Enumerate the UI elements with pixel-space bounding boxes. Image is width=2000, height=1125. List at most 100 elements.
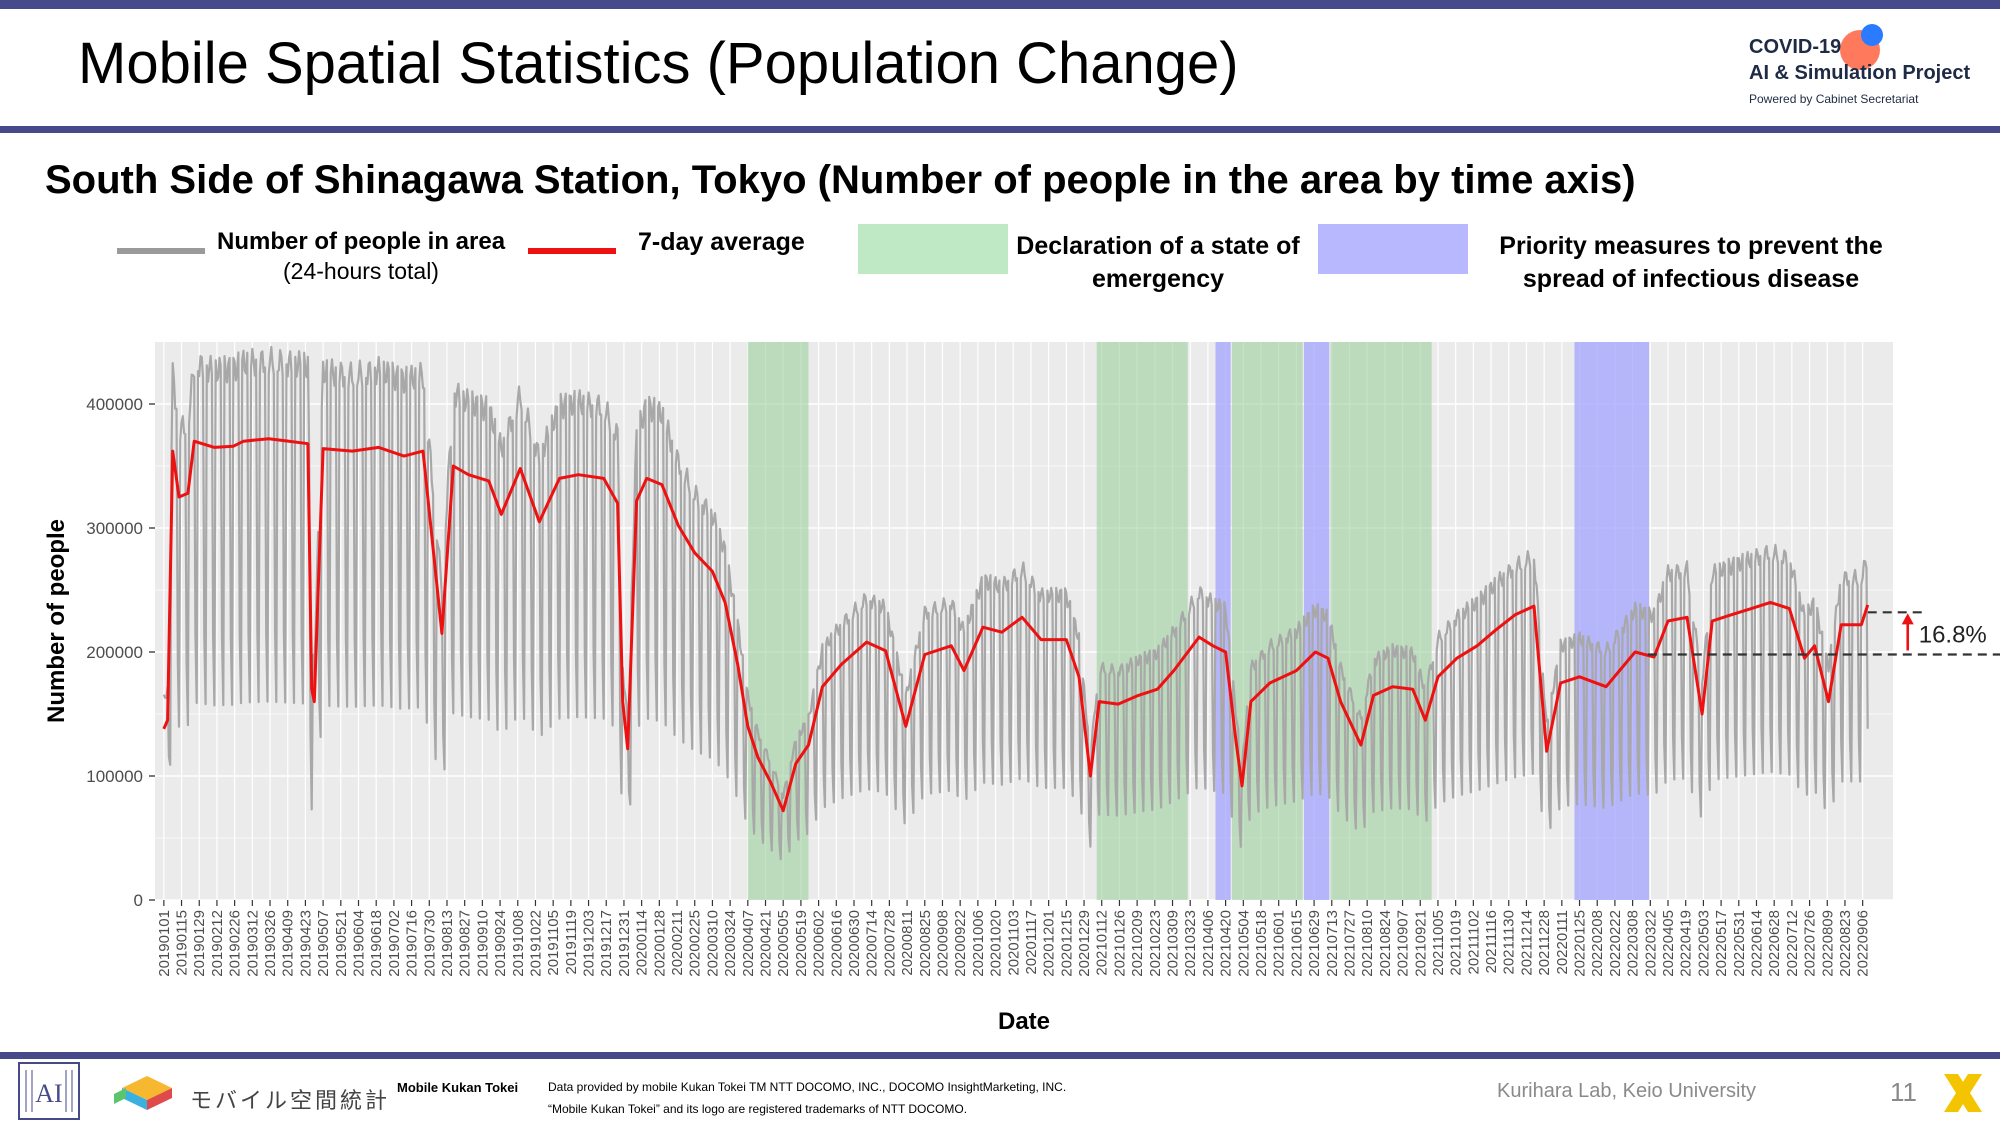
top-band: [0, 0, 2000, 9]
x-tick-label: 20210810: [1359, 910, 1376, 977]
x-tick-label: 20190618: [368, 910, 385, 977]
x-tick-label: 20200908: [934, 910, 951, 977]
x-tick-label: 20220809: [1819, 910, 1836, 977]
priority-band: [1574, 342, 1650, 900]
x-tick-label: 20191203: [581, 910, 598, 977]
x-tick-label: 20210112: [1094, 910, 1111, 976]
x-tick-label: 20191231: [616, 910, 633, 977]
x-tick-label: 20211116: [1483, 910, 1500, 973]
x-tick-label: 20200505: [775, 910, 792, 977]
x-tick-label: 20201006: [970, 910, 987, 977]
legend-avg-swatch: [528, 248, 616, 254]
legend-raw-label: Number of people in area: [217, 228, 506, 255]
x-tick-label: 20190924: [492, 910, 509, 977]
x-tick-label: 20190129: [191, 910, 208, 977]
legend-priority-swatch: [1318, 224, 1468, 274]
x-tick-label: 20220503: [1695, 910, 1712, 977]
x-tick-label: 20200922: [952, 910, 969, 977]
legend-avg-label: 7-day average: [638, 228, 805, 256]
x-tick-label: 20200728: [881, 910, 898, 977]
x-tick-label: 20220726: [1802, 910, 1819, 977]
x-tick-label: 20190409: [280, 910, 297, 977]
x-tick-label: 20190702: [386, 910, 403, 977]
x-tick-label: 20201117: [1023, 910, 1040, 975]
x-tick-label: 20190226: [227, 910, 244, 977]
covid-ai-logo: COVID-19 AI & Simulation Project Powered…: [1745, 22, 1985, 117]
emergency-band: [1330, 342, 1432, 900]
x-tick-label: 20210907: [1395, 910, 1412, 977]
x-tick-label: 20210615: [1288, 910, 1305, 977]
y-tick-label: 400000: [86, 395, 143, 414]
mobile-kukan-cube-icon: [114, 1076, 172, 1110]
x-tick-label: 20211214: [1518, 910, 1535, 976]
x-tick-label: 20190101: [156, 910, 173, 977]
x-tick-label: 20210126: [1111, 910, 1128, 977]
x-tick-label: 20220125: [1572, 910, 1589, 977]
y-tick-label: 0: [134, 891, 143, 910]
x-tick-label: 20210223: [1147, 910, 1164, 977]
x-tick-label: 20210323: [1182, 910, 1199, 977]
x-tick-label: 20190115: [174, 910, 191, 976]
x-tick-label: 20200630: [846, 910, 863, 977]
x-tick-label: 20210209: [1129, 910, 1146, 977]
x-tick-label: 20220405: [1660, 910, 1677, 977]
logo-line-3: Powered by Cabinet Secretariat: [1749, 92, 1919, 106]
avg-series-line: [162, 437, 1870, 813]
x-tick-label: 20191217: [598, 910, 615, 977]
x-tick-label: 20211005: [1430, 910, 1447, 976]
raw-series-line: [162, 345, 1869, 861]
x-tick-label: 20201229: [1076, 910, 1093, 977]
x-tick-label: 20200519: [793, 910, 810, 977]
x-tick-label: 20220906: [1855, 910, 1872, 977]
x-tick-label: 20190212: [209, 910, 226, 977]
x-tick-label: 20200421: [758, 910, 775, 977]
y-tick-label: 300000: [86, 519, 143, 538]
lab-name: Kurihara Lab, Keio University: [1497, 1080, 1757, 1102]
x-tick-label: 20190507: [315, 910, 332, 977]
x-tick-label: 20210601: [1271, 910, 1288, 977]
x-tick-label: 20190326: [262, 910, 279, 977]
x-tick-label: 20200310: [704, 910, 721, 977]
x-tick-label: 20190604: [351, 910, 368, 977]
x-tick-label: 20200114: [634, 910, 651, 976]
y-tick-label: 200000: [86, 643, 143, 662]
emergency-band: [1231, 342, 1303, 900]
x-tick-label: 20211130: [1501, 910, 1518, 975]
x-tick-label: 20210921: [1412, 910, 1429, 977]
x-tick-label: 20191105: [545, 910, 562, 976]
x-tick-label: 20201103: [1005, 910, 1022, 976]
header-divider: [0, 126, 2000, 133]
credit-line-1: Data provided by mobile Kukan Tokei TM N…: [548, 1080, 1067, 1094]
x-tick-label: 20200825: [917, 910, 934, 977]
emergency-band: [1096, 342, 1188, 900]
x-tick-label: 20220517: [1713, 910, 1730, 977]
x-tick-label: 20191119: [563, 910, 580, 975]
legend-raw-sublabel: (24-hours total): [283, 258, 439, 284]
x-tick-label: 20220308: [1625, 910, 1642, 977]
logo-line-1: COVID-19: [1749, 36, 1842, 58]
x-tick-label: 20220712: [1784, 910, 1801, 977]
legend-emergency-swatch: [858, 224, 1008, 274]
logo-blue-dot: [1861, 24, 1883, 46]
x-tick-label: 20210406: [1200, 910, 1217, 977]
x-tick-label: 20200602: [811, 910, 828, 977]
x-tick-label: 20220614: [1748, 910, 1765, 977]
x-brand-icon: [1944, 1074, 1982, 1112]
x-axis-title: Date: [998, 1008, 1050, 1035]
slide-title: Mobile Spatial Statistics (Population Ch…: [78, 31, 1239, 96]
x-tick-label: 20220628: [1766, 910, 1783, 977]
x-tick-label: 20201201: [1041, 910, 1058, 977]
x-tick-label: 20200714: [864, 910, 881, 977]
x-tick-label: 20200225: [687, 910, 704, 977]
x-tick-label: 20200811: [899, 910, 916, 976]
brand-japanese: モバイル空間統計: [190, 1088, 391, 1113]
legend-emergency-label: Declaration of a state of emergency: [1016, 232, 1300, 293]
population-chart: 0 100000 200000 300000 400000 20190101 2019011…: [43, 342, 2000, 1035]
x-tick-label: 20220322: [1642, 910, 1659, 977]
x-tick-label: 20220111: [1554, 910, 1571, 975]
footer-divider: [0, 1052, 2000, 1059]
y-tick-label: 100000: [86, 767, 143, 786]
x-tick-label: 20210518: [1253, 910, 1270, 977]
page-number: 11: [1890, 1077, 1917, 1107]
chart-title: South Side of Shinagawa Station, Tokyo (…: [45, 158, 1636, 202]
